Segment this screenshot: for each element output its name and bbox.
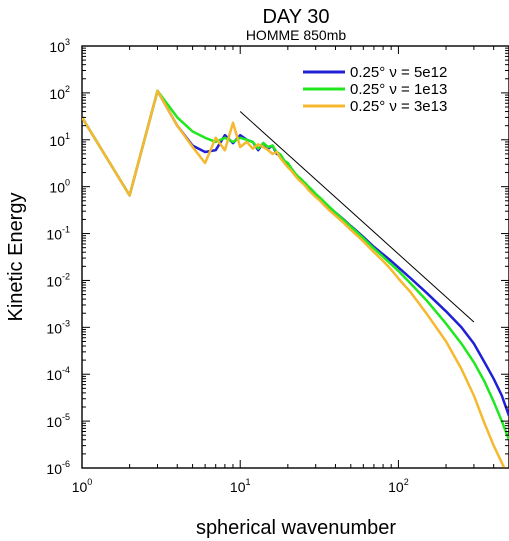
y-tick-label: 100 <box>49 178 70 196</box>
chart-subtitle: HOMME 850mb <box>246 27 347 43</box>
series-group <box>82 89 509 468</box>
y-tick-label: 103 <box>49 37 70 55</box>
legend-label-2: 0.25° ν = 3e13 <box>350 98 447 115</box>
y-tick-label: 10-1 <box>46 225 70 243</box>
series-line-1 <box>82 89 509 441</box>
y-tick-label: 10-2 <box>46 271 70 289</box>
legend-label-0: 0.25° ν = 5e12 <box>350 64 447 81</box>
chart-title: DAY 30 <box>262 6 329 28</box>
series-line-0 <box>82 89 509 417</box>
x-tick-label: 100 <box>72 477 93 495</box>
y-tick-label: 10-3 <box>46 318 70 336</box>
y-axis-title: Kinetic Energy <box>5 193 27 322</box>
x-axis-title: spherical wavenumber <box>196 517 396 539</box>
x-tick-labels: 100 101 102 <box>72 477 409 495</box>
ticks-group <box>81 45 509 469</box>
reference-slope-line <box>239 111 475 323</box>
legend-label-1: 0.25° ν = 1e13 <box>350 81 447 98</box>
y-tick-labels: 10-6 10-5 10-4 10-3 10-2 10-1 100 101 102 103 <box>46 37 70 477</box>
y-tick-label: 10-4 <box>46 365 70 383</box>
y-tick-label: 10-6 <box>46 459 70 477</box>
y-tick-label: 101 <box>49 131 70 149</box>
series-line-2 <box>82 89 506 468</box>
plot-frame <box>81 45 509 469</box>
y-tick-label: 102 <box>49 84 70 102</box>
plot-area <box>81 45 509 469</box>
y-tick-label: 10-5 <box>46 412 70 430</box>
x-tick-label: 101 <box>230 477 251 495</box>
x-tick-label: 102 <box>388 477 409 495</box>
